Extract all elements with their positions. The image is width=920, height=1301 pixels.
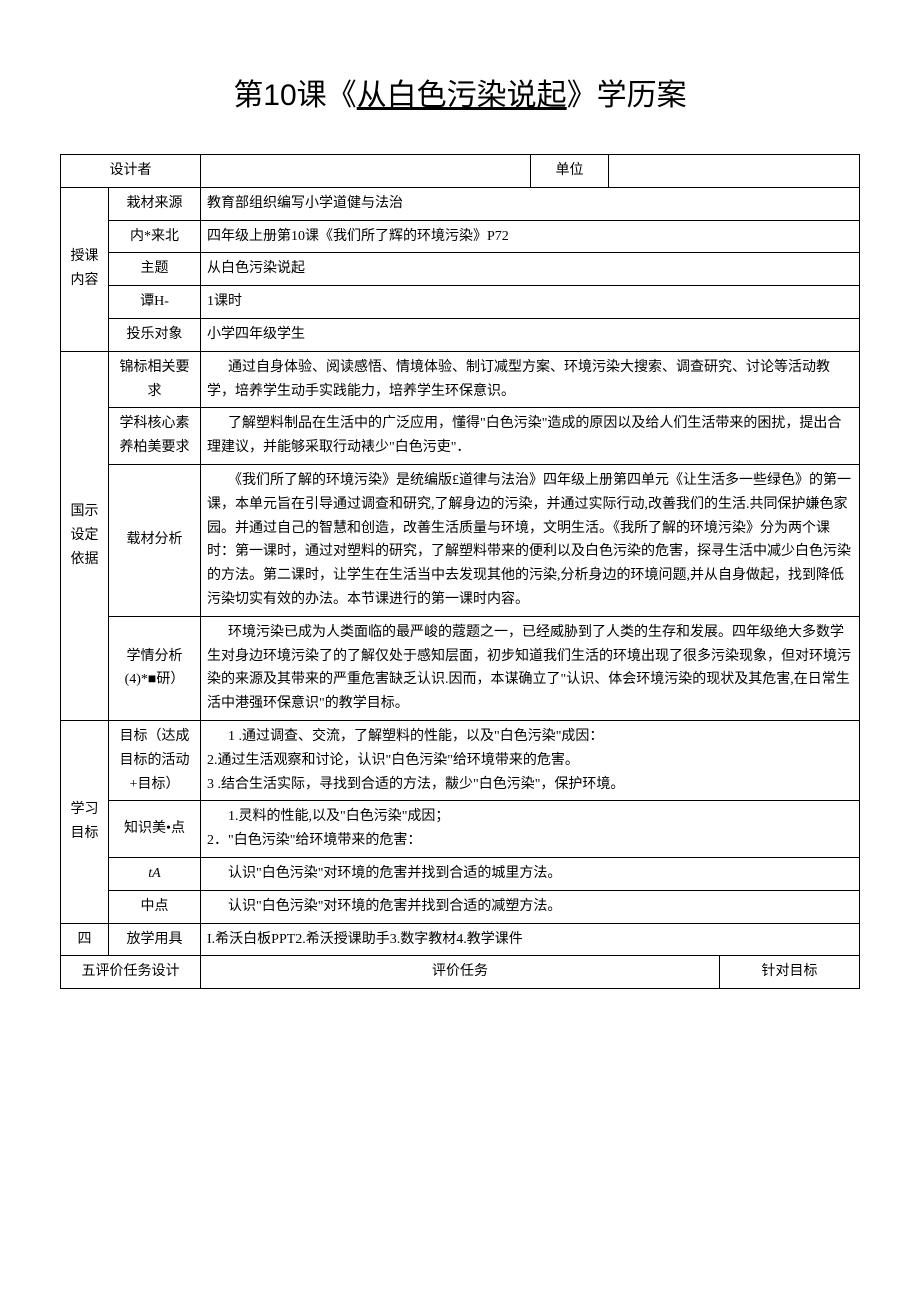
row-value: 环境污染已成为人类面临的最严峻的蔻题之一，已经威胁到了人类的生存和发展。四年级绝…	[201, 616, 860, 720]
row-key: 谭H-	[109, 286, 201, 319]
table-row: 主题 从白色污染说起	[61, 253, 860, 286]
row-key: 中点	[109, 890, 201, 923]
table-row: 谭H- 1课时	[61, 286, 860, 319]
designer-label: 设计者	[61, 155, 201, 188]
row-value: 教育部组织编写小学道健与法治	[201, 187, 860, 220]
table-row: 内*来北 四年级上册第10课《我们所了辉的环境污染》P72	[61, 220, 860, 253]
table-row: 学科核心素养柏美要求 了解塑料制品在生活中的广泛应用，懂得"白色污染"造成的原因…	[61, 408, 860, 465]
row-key: 知识美•点	[109, 801, 201, 858]
row-value: 认识"白色污染"对环境的危害并找到合适的减塑方法。	[201, 890, 860, 923]
row-key: 学科核心素养柏美要求	[109, 408, 201, 465]
table-row: 载材分析 《我们所了解的环境污染》是统编版£道律与法治》四年级上册第四单元《让生…	[61, 464, 860, 616]
table-row: 五评价任务设计 评价任务 针对目标	[61, 956, 860, 989]
row-value: 1 .通过调查、交流，了解塑料的性能，以及"白色污染"成因： 2.通过生活观察和…	[201, 720, 860, 800]
section4-value: I.希沃白板PPT2.希沃授课助手3.数字教材4.教学课件	[201, 923, 860, 956]
section1-label: 授课内容	[61, 187, 109, 351]
section4-sub: 放学用具	[109, 923, 201, 956]
lesson-plan-table: 设计者 单位 授课内容 栽材来源 教育部组织编写小学道健与法治 内*来北 四年级…	[60, 154, 860, 989]
table-row: 设计者 单位	[61, 155, 860, 188]
section3-label: 学习目标	[61, 720, 109, 923]
section5-col-target: 针对目标	[720, 956, 860, 989]
table-row: 投乐对象 小学四年级学生	[61, 318, 860, 351]
row-key: 主题	[109, 253, 201, 286]
table-row: tA 认识"白色污染"对环境的危害并找到合适的城里方法。	[61, 857, 860, 890]
section5-col-task: 评价任务	[201, 956, 720, 989]
table-row: 国示设定依据 锦标相关要求 通过自身体验、阅读感悟、情境体验、制订减型方案、环境…	[61, 351, 860, 408]
row-key: 投乐对象	[109, 318, 201, 351]
table-row: 学情分析(4)*■研） 环境污染已成为人类面临的最严峻的蔻题之一，已经威胁到了人…	[61, 616, 860, 720]
section2-label: 国示设定依据	[61, 351, 109, 720]
title-underlined: 从白色污染说起	[357, 79, 567, 112]
unit-value	[609, 155, 859, 187]
table-row: 学习目标 目标（达成目标的活动+目标） 1 .通过调查、交流，了解塑料的性能，以…	[61, 720, 860, 800]
row-value: 通过自身体验、阅读感悟、情境体验、制订减型方案、环境污染大搜索、调查研究、讨论等…	[201, 351, 860, 408]
row-key: 载材分析	[109, 464, 201, 616]
row-value: 小学四年级学生	[201, 318, 860, 351]
unit-label: 单位	[530, 155, 609, 187]
designer-value	[201, 155, 530, 187]
table-row: 中点 认识"白色污染"对环境的危害并找到合适的减塑方法。	[61, 890, 860, 923]
table-row: 授课内容 栽材来源 教育部组织编写小学道健与法治	[61, 187, 860, 220]
section5-label: 五评价任务设计	[61, 956, 201, 989]
title-suffix: 》学历案	[567, 79, 687, 112]
table-row: 四 放学用具 I.希沃白板PPT2.希沃授课助手3.数字教材4.教学课件	[61, 923, 860, 956]
row-value: 从白色污染说起	[201, 253, 860, 286]
row-key: 锦标相关要求	[109, 351, 201, 408]
row-key: 内*来北	[109, 220, 201, 253]
row-value: 了解塑料制品在生活中的广泛应用，懂得"白色污染"造成的原因以及给人们生活带来的困…	[201, 408, 860, 465]
row-value: 1.灵料的性能,以及"白色污染"成因； 2．"白色污染"给环境带来的危害：	[201, 801, 860, 858]
page-title: 第10课《从白色污染说起》学历案	[60, 70, 860, 114]
table-row: 知识美•点 1.灵料的性能,以及"白色污染"成因； 2．"白色污染"给环境带来的…	[61, 801, 860, 858]
row-value: 认识"白色污染"对环境的危害并找到合适的城里方法。	[201, 857, 860, 890]
row-value: 1课时	[201, 286, 860, 319]
row-value: 四年级上册第10课《我们所了辉的环境污染》P72	[201, 220, 860, 253]
title-prefix: 第10课《	[233, 79, 356, 112]
row-value: 《我们所了解的环境污染》是统编版£道律与法治》四年级上册第四单元《让生活多一些绿…	[201, 464, 860, 616]
row-key: tA	[109, 857, 201, 890]
row-key: 栽材来源	[109, 187, 201, 220]
section4-label: 四	[61, 923, 109, 956]
row-key: 学情分析(4)*■研）	[109, 616, 201, 720]
row-key: 目标（达成目标的活动+目标）	[109, 720, 201, 800]
